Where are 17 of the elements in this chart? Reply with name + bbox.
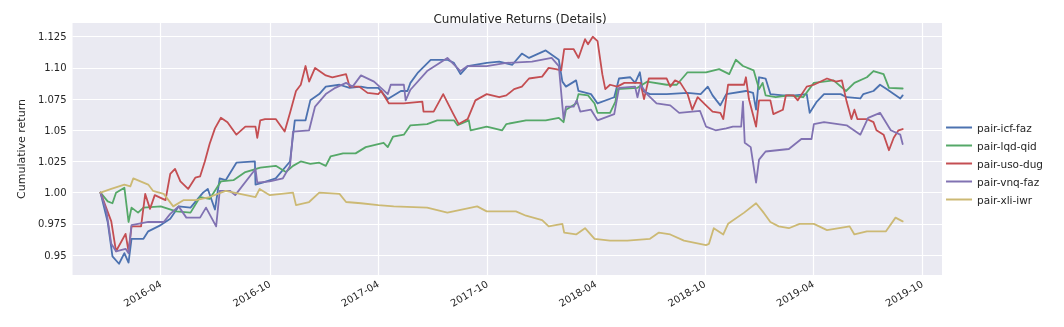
y-axis-title: Cumulative return [15,99,28,199]
y-tick-label: 1.025 [37,155,67,167]
legend-label: pair-lqd-qid [977,139,1037,152]
line-series [99,58,904,223]
legend-label: pair-icf-faz [977,121,1033,134]
y-tick-label: 1.05 [44,124,67,136]
legend-label: pair-vnq-faz [977,175,1040,188]
legend-label: pair-uso-dug [977,157,1043,170]
y-tick-label: 1.075 [37,93,67,105]
chart-title: Cumulative Returns (Details) [433,12,607,26]
y-tick-label: 0.975 [37,218,67,230]
line-series [99,177,904,246]
legend-label: pair-xli-iwr [977,193,1033,206]
y-tick-label: 1.00 [44,187,67,199]
y-tick-label: 1.10 [44,62,67,74]
y-tick-label: 1.125 [37,31,67,43]
y-tick-label: 0.95 [44,249,67,261]
